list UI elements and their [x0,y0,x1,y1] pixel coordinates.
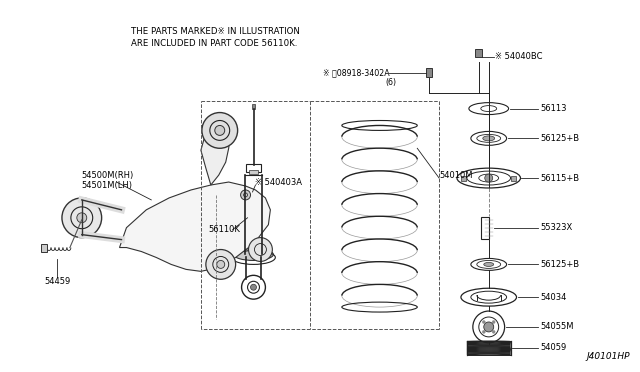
Polygon shape [120,182,270,271]
Text: 54055M: 54055M [540,323,574,331]
Polygon shape [201,116,230,185]
Bar [476,48,483,57]
Bar [481,217,489,238]
Bar [246,164,262,172]
Circle shape [248,238,273,262]
Text: 54501M(LH): 54501M(LH) [82,180,132,189]
Circle shape [202,113,237,148]
Circle shape [492,330,495,333]
Circle shape [483,330,485,333]
Circle shape [483,321,485,324]
Ellipse shape [484,262,493,266]
Text: 54059: 54059 [540,343,566,352]
Bar [461,176,467,180]
Ellipse shape [234,248,273,260]
Circle shape [484,174,493,182]
Text: 55323X: 55323X [540,223,573,232]
Circle shape [77,213,87,223]
Text: ※ 540403A: ※ 540403A [255,177,303,186]
Text: 56110K: 56110K [209,225,241,234]
Circle shape [241,190,250,200]
Circle shape [250,284,257,290]
Text: 56113: 56113 [540,104,567,113]
Text: (6): (6) [385,78,396,87]
Circle shape [217,260,225,268]
Text: 54500M(RH): 54500M(RH) [82,171,134,180]
Text: J40101HP: J40101HP [586,352,630,361]
Ellipse shape [483,136,495,141]
Text: 56115+B: 56115+B [540,174,579,183]
Circle shape [492,321,495,324]
Text: ※ ⓝ08918-3402A: ※ ⓝ08918-3402A [323,68,390,77]
Circle shape [206,250,236,279]
Text: 54459: 54459 [44,277,70,286]
Circle shape [62,198,102,238]
Text: 56125+B: 56125+B [540,134,579,143]
Circle shape [215,125,225,135]
Text: 56125+B: 56125+B [540,260,579,269]
Bar [41,244,47,251]
Text: 54010M: 54010M [439,171,472,180]
Circle shape [484,322,493,332]
Text: 54034: 54034 [540,293,566,302]
Bar [511,176,516,180]
Text: THE PARTS MARKED※ IN ILLUSTRATION
ARE INCLUDED IN PART CODE 56110K.: THE PARTS MARKED※ IN ILLUSTRATION ARE IN… [131,27,300,48]
Bar [248,170,259,174]
Bar [252,104,255,109]
Bar [426,68,432,77]
Text: ※ 54040BC: ※ 54040BC [495,52,542,61]
